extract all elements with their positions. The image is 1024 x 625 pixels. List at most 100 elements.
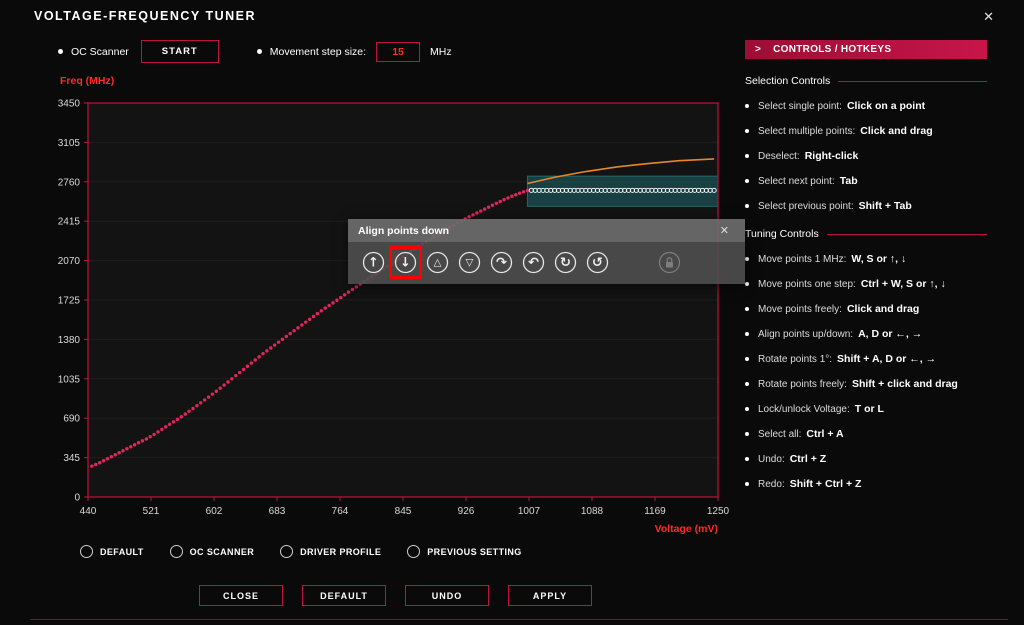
svg-text:Freq (MHz): Freq (MHz): [60, 75, 114, 87]
radio-circle-icon[interactable]: [407, 545, 420, 558]
svg-text:440: 440: [80, 506, 97, 517]
svg-text:3450: 3450: [58, 99, 81, 110]
bullet-icon: [745, 432, 749, 436]
svg-text:↺: ↺: [592, 256, 603, 271]
svg-text:2760: 2760: [58, 177, 81, 188]
svg-text:1035: 1035: [58, 374, 81, 385]
radio-driver-profile[interactable]: DRIVER PROFILE: [280, 545, 381, 558]
align-popup-header[interactable]: Align points down ✕: [348, 219, 745, 242]
radio-label: DRIVER PROFILE: [300, 547, 381, 557]
vf-curve-chart[interactable]: 0 345 690 1035 1380 1725 2070 2415 2760 3105 3450 4…: [40, 70, 730, 540]
toolbar: OC Scanner START Movement step size: 15 …: [58, 40, 452, 63]
default-button[interactable]: DEFAULT: [302, 585, 386, 606]
window-close-icon[interactable]: ✕: [981, 7, 996, 27]
section-divider: [838, 81, 987, 82]
hotkey-item: Move points one step:Ctrl + W, S or ↑, ↓: [745, 278, 987, 290]
bullet-icon: [745, 332, 749, 336]
close-button[interactable]: CLOSE: [199, 585, 283, 606]
bullet-icon: [745, 104, 749, 108]
align-popup-title: Align points down: [358, 225, 449, 237]
hotkeys-section-title: Selection Controls: [745, 75, 987, 87]
radio-circle-icon[interactable]: [280, 545, 293, 558]
align-points-popup: Align points down ✕ ↑ ↓ △ ▽ ↷ ↶ ↻ ↺: [348, 219, 745, 284]
hotkey-item: Select all:Ctrl + A: [745, 428, 987, 440]
svg-text:690: 690: [63, 414, 80, 425]
apply-button[interactable]: APPLY: [508, 585, 592, 606]
align-points-down-icon[interactable]: ↓: [394, 251, 417, 274]
hotkey-item: Rotate points freely:Shift + click and d…: [745, 378, 987, 390]
hotkey-item: Undo:Ctrl + Z: [745, 453, 987, 465]
hotkey-item: Deselect:Right-click: [745, 150, 987, 162]
hotkey-item: Select previous point:Shift + Tab: [745, 200, 987, 212]
bullet-icon: [58, 49, 63, 54]
radio-label: DEFAULT: [100, 547, 144, 557]
popup-close-icon[interactable]: ✕: [714, 223, 735, 238]
dialog-button-row: CLOSE DEFAULT UNDO APPLY: [199, 585, 611, 606]
controls-hotkeys-header[interactable]: > CONTROLS / HOTKEYS: [745, 40, 987, 59]
radio-previous-setting[interactable]: PREVIOUS SETTING: [407, 545, 521, 558]
svg-text:↓: ↓: [400, 256, 411, 271]
svg-text:1007: 1007: [518, 506, 541, 517]
svg-text:926: 926: [458, 506, 475, 517]
align-popup-toolbar: ↑ ↓ △ ▽ ↷ ↶ ↻ ↺: [348, 242, 745, 284]
svg-text:2070: 2070: [58, 256, 81, 267]
svg-text:1169: 1169: [644, 506, 666, 517]
step-size-input[interactable]: 15: [376, 42, 420, 62]
rotate-ccw-icon[interactable]: ↶: [522, 251, 545, 274]
hotkeys-panel: > CONTROLS / HOTKEYS Selection ControlsS…: [745, 40, 987, 490]
svg-text:521: 521: [143, 506, 160, 517]
bullet-icon: [745, 179, 749, 183]
svg-text:↶: ↶: [528, 256, 539, 271]
window-bottom-accent: [30, 619, 1008, 620]
oc-scanner-label: OC Scanner: [71, 46, 129, 58]
radio-circle-icon[interactable]: [80, 545, 93, 558]
step-size-label: Movement step size:: [270, 46, 366, 58]
svg-text:Voltage (mV): Voltage (mV): [655, 523, 718, 535]
svg-text:345: 345: [63, 453, 80, 464]
bullet-icon: [745, 482, 749, 486]
chevron-right-icon: >: [755, 44, 761, 55]
bullet-icon: [745, 382, 749, 386]
radio-default[interactable]: DEFAULT: [80, 545, 144, 558]
svg-text:1088: 1088: [581, 506, 604, 517]
svg-text:602: 602: [206, 506, 223, 517]
radio-label: OC SCANNER: [190, 547, 255, 557]
bullet-icon: [745, 282, 749, 286]
svg-text:1725: 1725: [58, 296, 81, 307]
move-step-down-icon[interactable]: ▽: [458, 251, 481, 274]
redo-rotate-icon[interactable]: ↻: [554, 251, 577, 274]
svg-text:↑: ↑: [368, 256, 379, 271]
move-step-up-icon[interactable]: △: [426, 251, 449, 274]
hotkey-item: Select multiple points:Click and drag: [745, 125, 987, 137]
svg-text:1380: 1380: [58, 335, 81, 346]
svg-text:△: △: [434, 258, 442, 269]
svg-text:683: 683: [269, 506, 286, 517]
bullet-icon: [745, 457, 749, 461]
bullet-icon: [745, 407, 749, 411]
hotkey-item: Select next point:Tab: [745, 175, 987, 187]
radio-circle-icon[interactable]: [170, 545, 183, 558]
rotate-cw-icon[interactable]: ↷: [490, 251, 513, 274]
controls-hotkeys-label: CONTROLS / HOTKEYS: [773, 44, 891, 55]
undo-button[interactable]: UNDO: [405, 585, 489, 606]
svg-text:2415: 2415: [58, 217, 81, 228]
oc-scanner-start-button[interactable]: START: [141, 40, 219, 63]
profile-radio-group: DEFAULT OC SCANNER DRIVER PROFILE PREVIOUS …: [80, 545, 548, 558]
hotkey-item: Redo:Shift + Ctrl + Z: [745, 478, 987, 490]
hotkeys-section-title: Tuning Controls: [745, 228, 987, 240]
hotkey-item: Align points up/down:A, D or ←, →: [745, 328, 987, 340]
hotkey-item: Lock/unlock Voltage:T or L: [745, 403, 987, 415]
svg-text:▽: ▽: [466, 258, 474, 269]
hotkeys-sections: Selection ControlsSelect single point:Cl…: [745, 75, 987, 490]
bullet-icon: [745, 154, 749, 158]
svg-text:0: 0: [74, 493, 80, 504]
radio-oc-scanner[interactable]: OC SCANNER: [170, 545, 255, 558]
bullet-icon: [745, 257, 749, 261]
undo-rotate-icon[interactable]: ↺: [586, 251, 609, 274]
hotkey-item: Move points 1 MHz:W, S or ↑, ↓: [745, 253, 987, 265]
align-points-up-icon[interactable]: ↑: [362, 251, 385, 274]
window-title: VOLTAGE-FREQUENCY TUNER: [34, 9, 256, 23]
svg-text:1250: 1250: [707, 506, 730, 517]
svg-text:3105: 3105: [58, 138, 81, 149]
step-size-unit: MHz: [430, 46, 452, 58]
